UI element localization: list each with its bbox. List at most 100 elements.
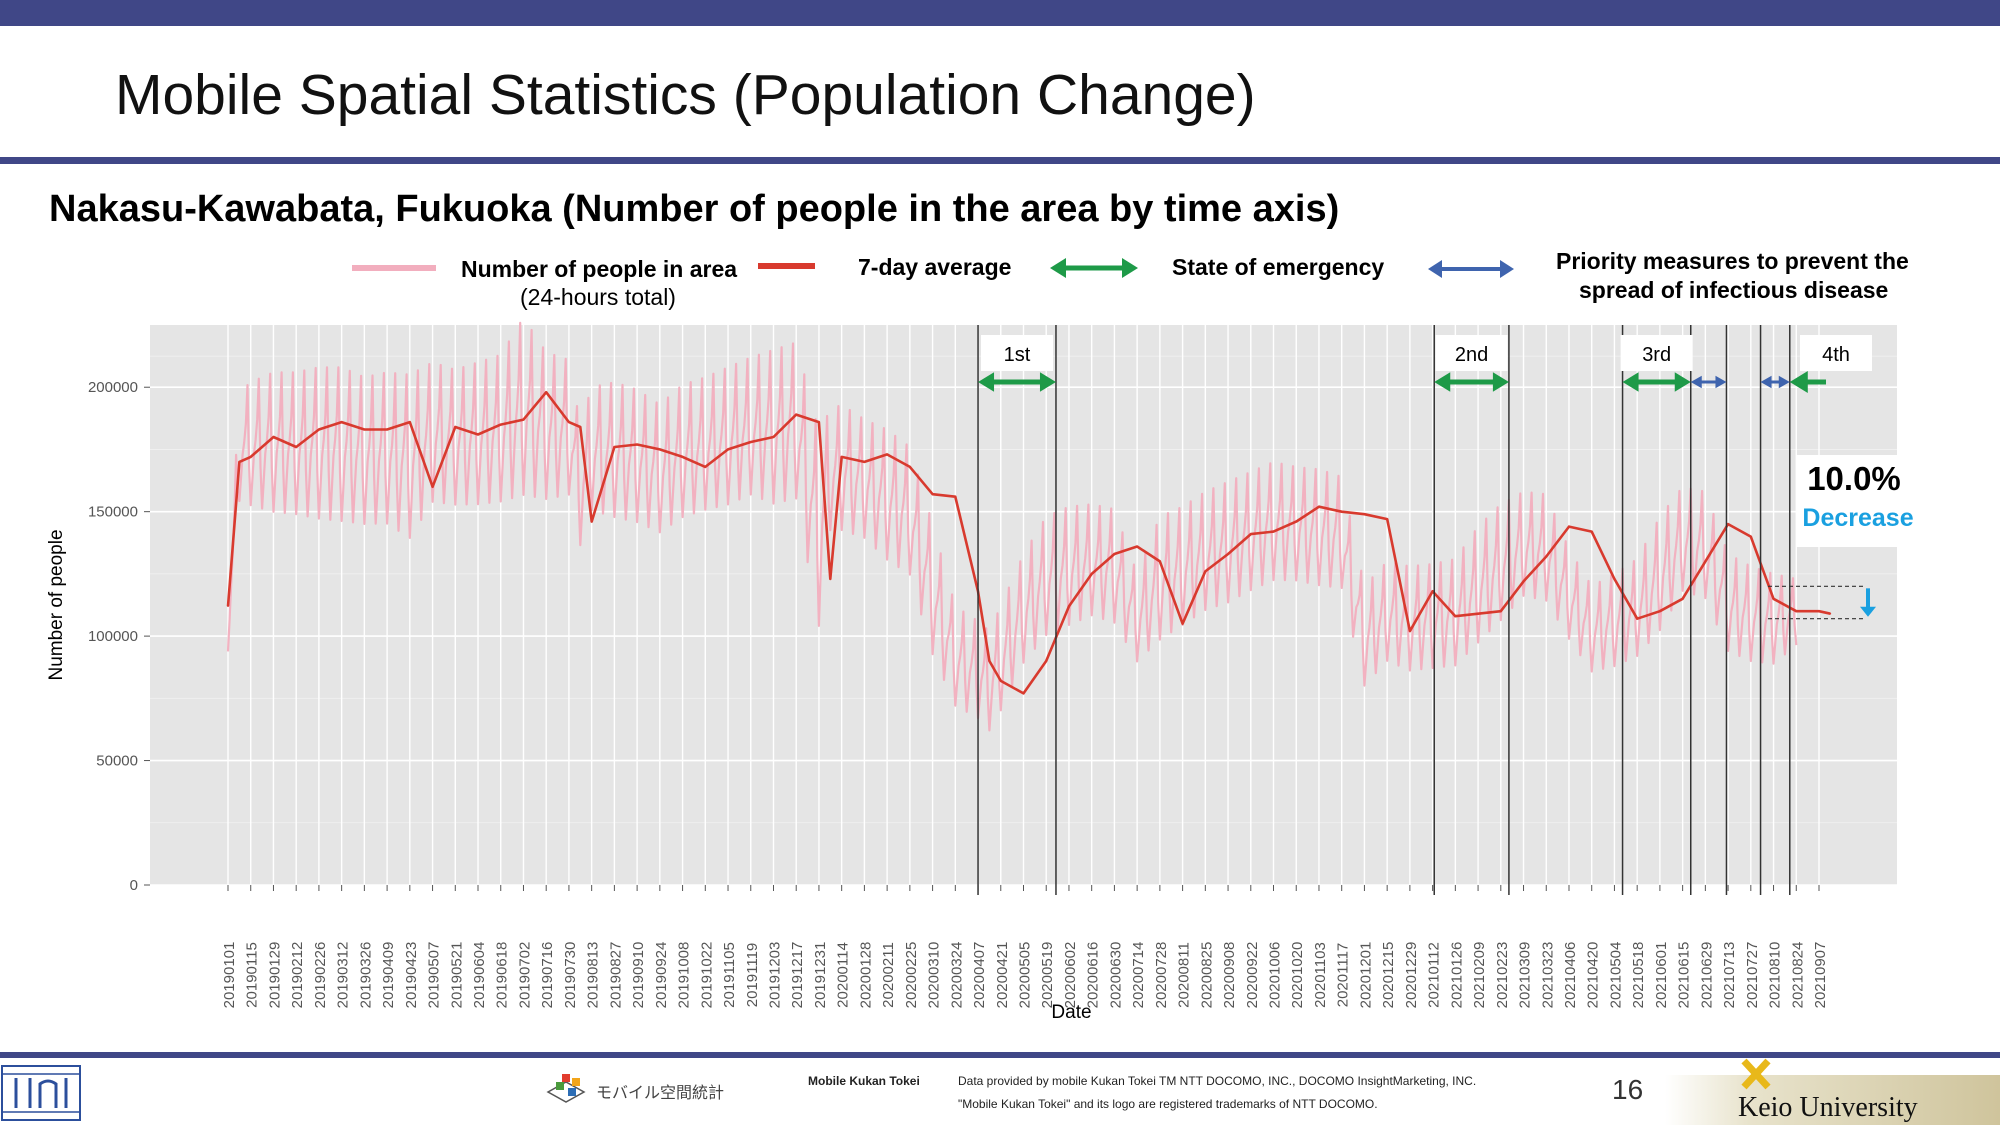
decrease-label: Decrease [1802, 504, 1913, 532]
avg-point [238, 461, 241, 463]
x-tick-label: 20191119 [744, 943, 761, 1008]
x-tick-label: 20190101 [221, 942, 238, 1009]
x-tick-label: 20190129 [266, 942, 283, 1009]
avg-point [1727, 523, 1729, 525]
avg-point [340, 421, 343, 423]
x-tick-label: 20201201 [1357, 942, 1374, 1009]
x-tick-label: 20210615 [1676, 942, 1693, 1009]
legend-daily-label: Number of people in area [461, 256, 738, 282]
legend-emergency-label: State of emergency [1172, 254, 1385, 280]
avg-point [636, 443, 638, 446]
x-tick-label: 20200728 [1153, 942, 1170, 1009]
x-tick-label: 20190924 [653, 942, 670, 1009]
x-tick-label: 20190910 [630, 942, 647, 1009]
x-tick-label: 20200630 [1107, 942, 1124, 1009]
avg-point [1613, 578, 1616, 580]
avg-point [272, 436, 275, 438]
avg-point [1522, 580, 1525, 583]
legend-priority-arrow [1428, 260, 1514, 278]
avg-point [1363, 513, 1366, 515]
avg-point [772, 436, 775, 438]
avg-point [1068, 605, 1070, 608]
footer-brand: Mobile Kukan Tokei [808, 1074, 920, 1088]
y-tick-label: 200000 [88, 379, 138, 396]
y-tick-label: 100000 [88, 628, 138, 645]
avg-point [1409, 630, 1411, 632]
x-tick-label: 20210727 [1744, 942, 1761, 1009]
avg-point [477, 433, 479, 436]
priority-arrow [1690, 375, 1727, 389]
legend-daily-line [352, 265, 436, 271]
x-tick-label: 20210323 [1539, 942, 1556, 1009]
avg-point [704, 466, 707, 468]
avg-point [1204, 570, 1207, 573]
legend-priority-label-2: spread of infectious disease [1579, 277, 1889, 303]
footer-note-2: "Mobile Kukan Tokei" and its logo are re… [958, 1097, 1378, 1111]
x-tick-label: 20201103 [1312, 942, 1329, 1008]
avg-point [1568, 525, 1570, 528]
avg-point [1386, 518, 1388, 520]
x-axis-label: Date [1051, 1002, 1091, 1023]
keio-university-text: Keio University [1738, 1092, 1918, 1123]
x-tick-label: 20201117 [1335, 943, 1352, 1008]
x-tick-label: 20200505 [1017, 942, 1034, 1009]
avg-point [1500, 610, 1502, 613]
x-tick-label: 20190604 [471, 942, 488, 1009]
x-tick-label: 20190507 [426, 942, 443, 1009]
x-tick-label: 20201229 [1403, 942, 1420, 1009]
x-tick-label: 20190521 [448, 942, 465, 1009]
avg-point [749, 441, 752, 443]
x-tick-label: 20210309 [1517, 942, 1534, 1009]
avg-point [499, 423, 502, 426]
avg-point [386, 428, 388, 431]
legend-daily-sub: (24-hours total) [520, 284, 676, 310]
x-tick-label: 20200811 [1176, 942, 1193, 1008]
x-tick-label: 20210406 [1562, 942, 1579, 1009]
x-tick-label: 20200128 [857, 942, 874, 1009]
x-tick-label: 20191022 [698, 942, 715, 1009]
keio-banner [1665, 1075, 2000, 1125]
avg-point [1022, 692, 1025, 695]
emergency-arrow [978, 372, 1056, 392]
avg-point [545, 391, 547, 394]
avg-point [954, 495, 957, 498]
x-tick-label: 20200225 [903, 942, 920, 1009]
y-tick-label: 50000 [96, 753, 138, 770]
x-tick-label: 20200922 [1244, 942, 1261, 1009]
avg-point [295, 446, 297, 448]
x-tick-label: 20190312 [335, 942, 352, 1009]
x-tick-label: 20210518 [1630, 942, 1647, 1009]
avg-point [522, 418, 525, 421]
legend-avg-line [758, 263, 815, 269]
avg-point [1681, 597, 1684, 600]
period-label-box [1435, 335, 1508, 371]
avg-point [886, 453, 888, 456]
page-number: 16 [1612, 1074, 1644, 1105]
legend-avg-label: 7-day average [858, 254, 1012, 280]
x-tick-label: 20190813 [585, 942, 602, 1009]
avg-point [1590, 530, 1593, 533]
chart-subtitle: Nakasu-Kawabata, Fukuoka (Number of peop… [49, 188, 1340, 230]
footer-rule [0, 1052, 2000, 1058]
x-tick-label: 20210112 [1426, 942, 1443, 1008]
left-institution-logo [1, 1065, 81, 1121]
avg-point [931, 493, 934, 496]
x-tick-label: 20190423 [403, 942, 420, 1009]
avg-point [1181, 622, 1184, 625]
avg-point [1159, 560, 1161, 563]
legend-priority-label-1: Priority measures to prevent the [1556, 248, 1909, 274]
x-tick-label: 20190618 [494, 942, 511, 1009]
y-tick-label: 150000 [88, 504, 138, 521]
title-rule [0, 157, 2000, 164]
avg-point [1545, 555, 1548, 558]
x-tick-label: 20210824 [1789, 942, 1806, 1009]
x-tick-label: 20210629 [1698, 942, 1715, 1009]
x-tick-label: 20210907 [1812, 942, 1829, 1009]
x-tick-label: 20210420 [1585, 942, 1602, 1009]
top-accent-bar [0, 0, 2000, 26]
avg-point [1772, 597, 1775, 600]
x-tick-label: 20190212 [289, 942, 306, 1009]
x-tick-label: 20201006 [1267, 942, 1284, 1009]
avg-point [988, 660, 991, 662]
avg-point [1295, 520, 1298, 523]
